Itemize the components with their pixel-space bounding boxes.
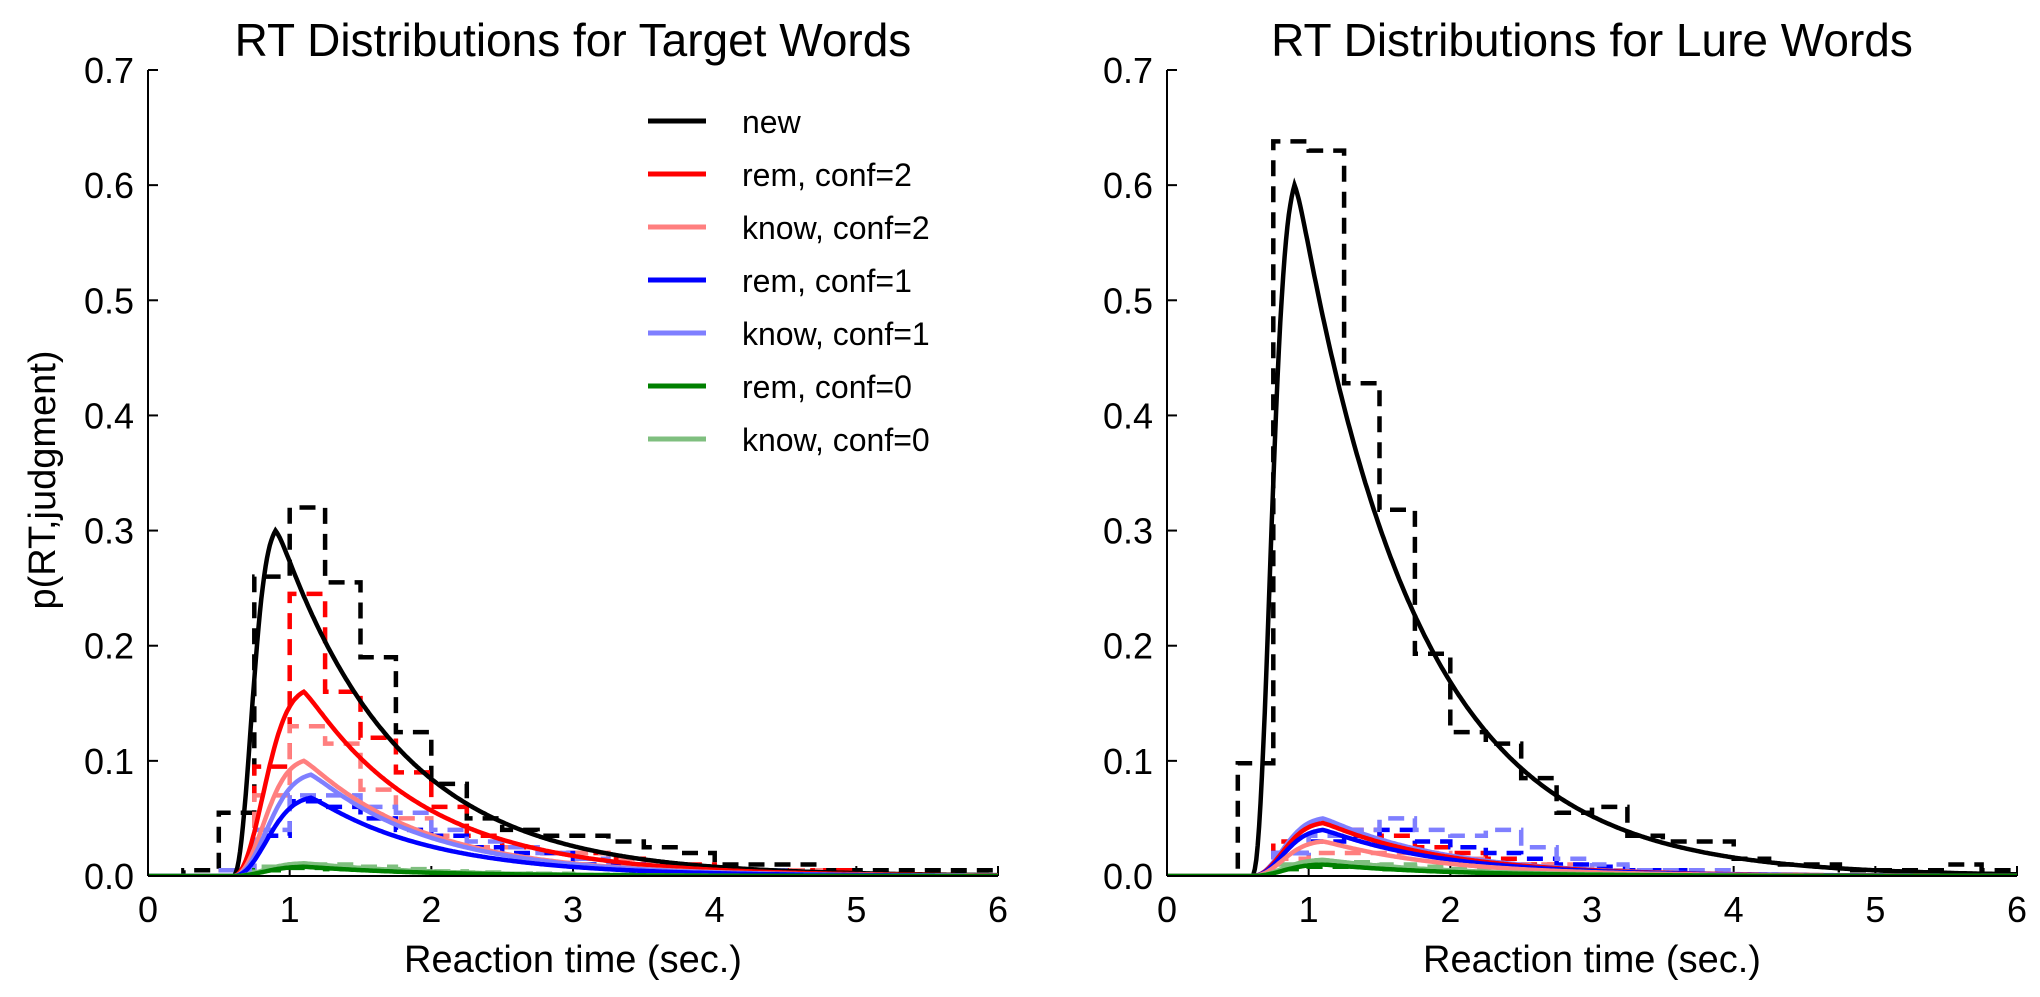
- x-tick-label: 1: [280, 889, 300, 930]
- legend-label: new: [742, 104, 802, 140]
- observed-histogram: [1237, 816, 2017, 876]
- chart-title-lure: RT Distributions for Lure Words: [1271, 14, 1913, 66]
- observed-histogram: [218, 793, 998, 876]
- x-tick-label: 1: [1299, 889, 1319, 930]
- y-tick-label: 0.0: [1103, 856, 1153, 897]
- x-tick-label: 4: [705, 889, 725, 930]
- observed-series-target: [148, 505, 998, 876]
- chart-title-target: RT Distributions for Target Words: [235, 14, 912, 66]
- x-tick-label: 3: [563, 889, 583, 930]
- x-axis-label-target: Reaction time (sec.): [404, 939, 742, 981]
- y-tick-label: 0.4: [84, 395, 134, 436]
- y-tick-label: 0.2: [84, 626, 134, 667]
- y-axis-label-target: p(RT,judgment): [22, 350, 64, 609]
- x-tick-label: 5: [846, 889, 866, 930]
- x-tick-label: 2: [1440, 889, 1460, 930]
- observed-series-lure: [1167, 139, 2017, 876]
- legend-label: know, conf=0: [742, 422, 930, 458]
- model-series-target: [148, 526, 998, 876]
- y-tick-label: 0.6: [1103, 165, 1153, 206]
- y-tick-label: 0.3: [84, 511, 134, 552]
- x-tick-label: 5: [1865, 889, 1885, 930]
- x-tick-label: 4: [1724, 889, 1744, 930]
- legend-label: rem, conf=0: [742, 369, 912, 405]
- y-tick-label: 0.5: [84, 280, 134, 321]
- tick-labels-lure: 0 1 2 3 4 5 6 0.0 0.1 0.2 0.3 0.4 0.5 0.6 0.7: [1103, 50, 2027, 930]
- chart-panel-target-words: RT Distributions for Target Words p(RT,j…: [22, 14, 1008, 981]
- y-tick-label: 0.5: [1103, 280, 1153, 321]
- legend-label: rem, conf=2: [742, 157, 912, 193]
- x-tick-label: 3: [1582, 889, 1602, 930]
- x-tick-label: 0: [138, 889, 158, 930]
- x-tick-label: 6: [2007, 889, 2027, 930]
- x-tick-label: 2: [421, 889, 441, 930]
- legend: new rem, conf=2 know, conf=2 rem, conf=1 kno…: [648, 104, 930, 458]
- x-tick-label: 0: [1157, 889, 1177, 930]
- x-tick-label: 6: [988, 889, 1008, 930]
- y-tick-label: 0.1: [1103, 741, 1153, 782]
- y-tick-label: 0.2: [1103, 626, 1153, 667]
- legend-label: rem, conf=1: [742, 263, 912, 299]
- observed-histogram: [1237, 850, 2017, 876]
- y-tick-label: 0.6: [84, 165, 134, 206]
- legend-label: know, conf=2: [742, 210, 930, 246]
- tick-labels-target: 0 1 2 3 4 5 6 0.0 0.1 0.2 0.3 0.4 0.5 0.6 0.7: [84, 50, 1008, 930]
- model-curve: [1167, 177, 2017, 876]
- observed-histogram: [148, 505, 998, 876]
- y-tick-label: 0.1: [84, 741, 134, 782]
- y-tick-label: 0.7: [84, 50, 134, 91]
- legend-label: know, conf=1: [742, 316, 930, 352]
- observed-histogram: [218, 798, 998, 876]
- y-tick-label: 0.4: [1103, 395, 1153, 436]
- y-tick-label: 0.7: [1103, 50, 1153, 91]
- model-series-lure: [1167, 177, 2017, 876]
- y-tick-label: 0.3: [1103, 511, 1153, 552]
- chart-panel-lure-words: RT Distributions for Lure Words Reaction…: [1103, 14, 2027, 981]
- observed-histogram: [1167, 139, 2017, 876]
- x-axis-label-lure: Reaction time (sec.): [1423, 939, 1761, 981]
- y-tick-label: 0.0: [84, 856, 134, 897]
